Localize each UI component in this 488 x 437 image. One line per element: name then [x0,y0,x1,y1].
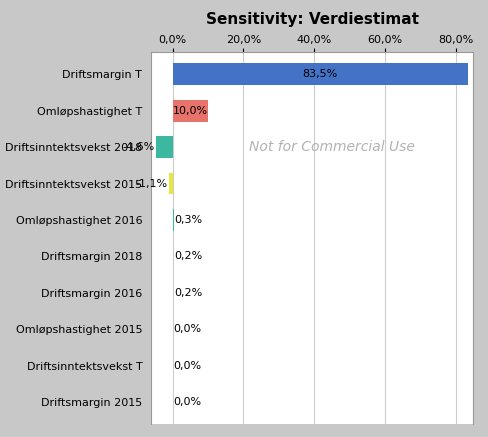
Text: Not for Commercial Use: Not for Commercial Use [249,140,415,154]
Text: 0,3%: 0,3% [175,215,203,225]
Bar [173,209,174,231]
Bar [173,100,208,121]
Text: 0,2%: 0,2% [174,251,203,261]
Text: -4,6%: -4,6% [123,142,155,152]
Text: 83,5%: 83,5% [303,69,338,79]
Text: 0,2%: 0,2% [174,288,203,298]
Text: 0,0%: 0,0% [174,324,202,334]
Text: 0,0%: 0,0% [174,361,202,371]
Bar [173,63,468,85]
Text: 0,0%: 0,0% [174,397,202,407]
Text: -1,1%: -1,1% [136,179,167,188]
Bar [156,136,173,158]
Bar [169,173,173,194]
Title: Sensitivity: Verdiestimat: Sensitivity: Verdiestimat [206,12,419,28]
Text: 10,0%: 10,0% [173,106,208,116]
